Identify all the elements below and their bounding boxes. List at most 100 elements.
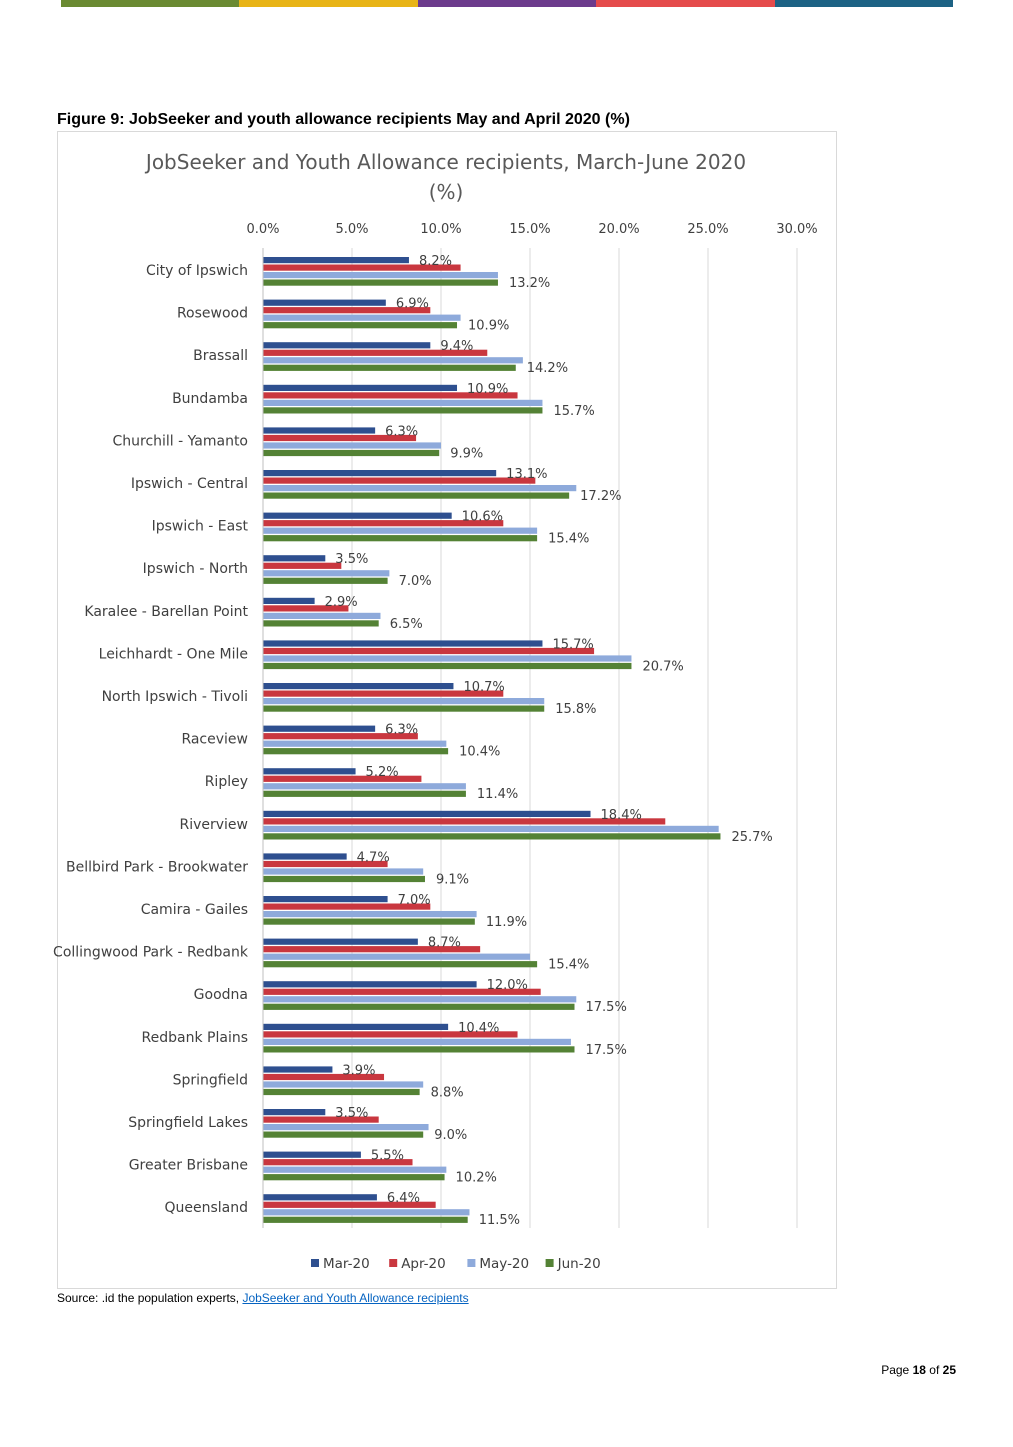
data-label-mar: 10.4% bbox=[458, 1021, 499, 1036]
data-label-mar: 3.5% bbox=[335, 552, 368, 567]
bar-Apr-20 bbox=[263, 647, 595, 655]
header-color-segment bbox=[596, 0, 775, 7]
category-label: City of Ipswich bbox=[146, 263, 248, 279]
x-tick-label: 15.0% bbox=[509, 222, 550, 237]
legend-label: May-20 bbox=[479, 1256, 529, 1272]
bar-Apr-20 bbox=[263, 520, 504, 527]
bar-Jun-20 bbox=[263, 875, 425, 883]
bar-May-20 bbox=[263, 1081, 424, 1088]
data-label-jun: 11.9% bbox=[486, 915, 527, 930]
bar-Apr-20 bbox=[263, 733, 418, 740]
bar-Jun-20 bbox=[263, 449, 440, 457]
x-tick-label: 25.0% bbox=[687, 222, 728, 237]
chart-title: JobSeeker and Youth Allowance recipients… bbox=[144, 150, 746, 174]
category-label: Collingwood Park - Redbank bbox=[53, 945, 249, 961]
bar-May-20 bbox=[263, 357, 523, 364]
bar-Apr-20 bbox=[263, 307, 431, 314]
source-link[interactable]: JobSeeker and Youth Allowance recipients bbox=[242, 1291, 469, 1305]
data-label-jun: 9.0% bbox=[434, 1128, 467, 1143]
header-color-segment bbox=[774, 0, 954, 7]
bar-Jun-20 bbox=[263, 705, 545, 712]
category-label: Ripley bbox=[205, 774, 248, 790]
bar-May-20 bbox=[263, 655, 632, 662]
data-label-jun: 15.8% bbox=[555, 702, 596, 717]
bar-Mar-20 bbox=[263, 512, 452, 519]
bar-Apr-20 bbox=[263, 1159, 413, 1166]
bar-May-20 bbox=[263, 868, 424, 875]
bar-Mar-20 bbox=[263, 597, 315, 604]
header-color-bar bbox=[61, 0, 954, 7]
bar-Apr-20 bbox=[263, 605, 349, 612]
data-label-mar: 10.6% bbox=[462, 510, 503, 525]
page-of: of bbox=[929, 1363, 940, 1377]
bar-Apr-20 bbox=[263, 690, 504, 697]
data-label-mar: 4.7% bbox=[357, 850, 390, 865]
bar-Mar-20 bbox=[263, 1023, 449, 1030]
legend-swatch bbox=[545, 1259, 554, 1267]
bar-Mar-20 bbox=[263, 1194, 377, 1201]
bar-May-20 bbox=[263, 996, 577, 1003]
bar-Apr-20 bbox=[263, 775, 422, 782]
bar-Mar-20 bbox=[263, 1151, 361, 1158]
bar-Jun-20 bbox=[263, 748, 449, 755]
header-color-segment bbox=[61, 0, 240, 7]
bar-Apr-20 bbox=[263, 946, 481, 953]
bar-Jun-20 bbox=[263, 918, 475, 925]
data-label-mar: 15.7% bbox=[552, 637, 593, 652]
bar-May-20 bbox=[263, 1166, 447, 1173]
page-number: Page 18 of 25 bbox=[881, 1363, 956, 1377]
bar-May-20 bbox=[263, 485, 577, 492]
page-label: Page bbox=[881, 1363, 910, 1377]
bar-Jun-20 bbox=[263, 407, 543, 414]
category-label: Raceview bbox=[181, 732, 248, 748]
bar-Apr-20 bbox=[263, 1201, 436, 1208]
x-tick-label: 5.0% bbox=[335, 222, 368, 237]
bar-May-20 bbox=[263, 698, 545, 705]
x-tick-label: 10.0% bbox=[420, 222, 461, 237]
category-label: Queensland bbox=[164, 1200, 248, 1216]
bar-Jun-20 bbox=[263, 577, 388, 584]
data-label-jun: 17.5% bbox=[586, 1043, 627, 1058]
category-label: Springfield bbox=[173, 1072, 248, 1088]
category-label: Ipswich - East bbox=[152, 519, 249, 535]
bar-May-20 bbox=[263, 442, 441, 449]
x-tick-label: 30.0% bbox=[776, 222, 817, 237]
bar-May-20 bbox=[263, 825, 719, 832]
chart-frame bbox=[57, 131, 837, 1289]
data-label-jun: 20.7% bbox=[642, 659, 683, 674]
bar-Mar-20 bbox=[263, 470, 497, 477]
bar-Jun-20 bbox=[263, 1046, 575, 1053]
figure-title: Figure 9: JobSeeker and youth allowance … bbox=[57, 111, 630, 128]
chart-title-unit: (%) bbox=[429, 180, 464, 204]
category-label: Greater Brisbane bbox=[129, 1158, 248, 1174]
bar-Mar-20 bbox=[263, 1109, 326, 1116]
page-current: 18 bbox=[912, 1363, 926, 1377]
bar-Jun-20 bbox=[263, 662, 632, 670]
bar-May-20 bbox=[263, 527, 538, 534]
bar-May-20 bbox=[263, 740, 447, 747]
data-label-mar: 10.9% bbox=[467, 382, 508, 397]
bar-Jun-20 bbox=[263, 492, 570, 499]
bar-Jun-20 bbox=[263, 620, 379, 627]
data-label-jun: 14.2% bbox=[527, 361, 568, 376]
category-label: Rosewood bbox=[177, 306, 248, 322]
bar-Apr-20 bbox=[263, 1116, 379, 1123]
bar-Jun-20 bbox=[263, 833, 721, 840]
bar-Mar-20 bbox=[263, 683, 454, 690]
data-label-mar: 8.7% bbox=[428, 936, 461, 951]
bar-Mar-20 bbox=[263, 853, 347, 860]
data-label-mar: 6.3% bbox=[385, 723, 418, 738]
bar-Mar-20 bbox=[263, 555, 326, 562]
bar-Mar-20 bbox=[263, 768, 356, 775]
category-label: Bellbird Park - Brookwater bbox=[66, 859, 248, 875]
bar-Jun-20 bbox=[263, 1003, 575, 1010]
bar-May-20 bbox=[263, 612, 381, 619]
bar-Apr-20 bbox=[263, 988, 541, 995]
bar-Mar-20 bbox=[263, 938, 418, 945]
data-label-jun: 10.2% bbox=[456, 1171, 497, 1186]
data-label-jun: 10.4% bbox=[459, 745, 500, 760]
bar-Apr-20 bbox=[263, 818, 666, 825]
data-label-jun: 11.5% bbox=[479, 1213, 520, 1228]
data-label-mar: 3.9% bbox=[342, 1063, 375, 1078]
